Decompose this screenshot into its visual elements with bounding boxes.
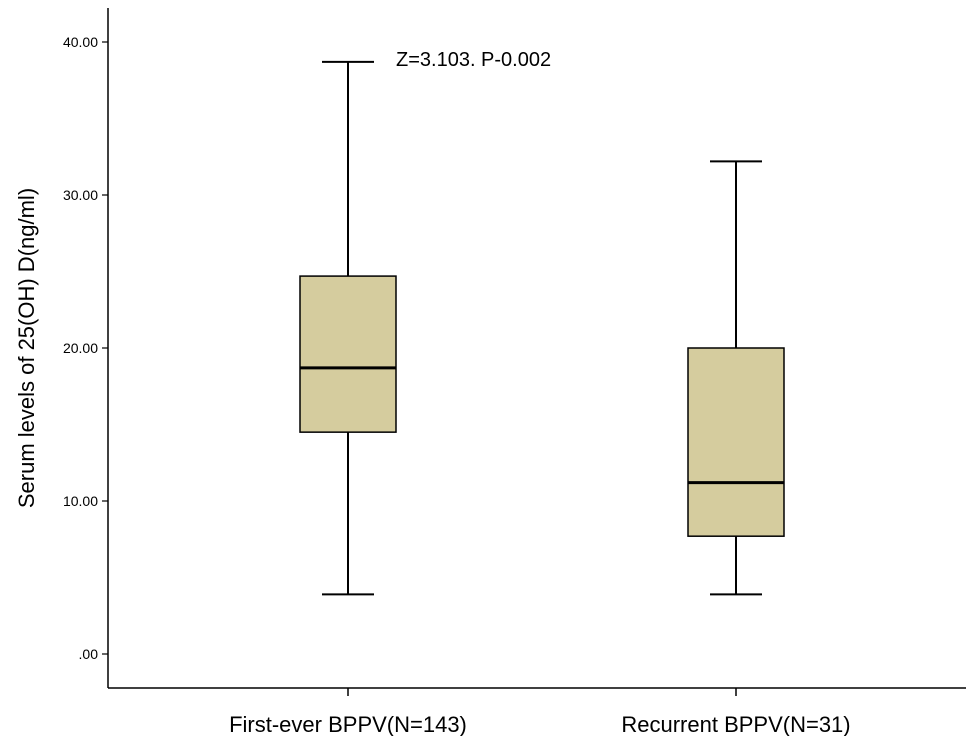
- y-tick-label: 40.00: [63, 34, 98, 50]
- y-tick-label: 30.00: [63, 187, 98, 203]
- iqr-box: [299, 275, 397, 433]
- x-category-label: Recurrent BPPV(N=31): [621, 712, 850, 736]
- y-tick-label: 10.00: [63, 493, 98, 509]
- x-category-label: First-ever BPPV(N=143): [229, 712, 467, 736]
- y-tick-label: 20.00: [63, 340, 98, 356]
- stat-annotation: Z=3.103. P-0.002: [396, 49, 551, 71]
- plot-area: .00 10.00 20.00 30.00 40.00 Serum levels of 2…: [14, 8, 966, 736]
- iqr-box: [687, 347, 785, 537]
- y-axis-title: Serum levels of 25(OH) D(ng/ml): [14, 188, 39, 508]
- y-tick-label: .00: [79, 646, 99, 662]
